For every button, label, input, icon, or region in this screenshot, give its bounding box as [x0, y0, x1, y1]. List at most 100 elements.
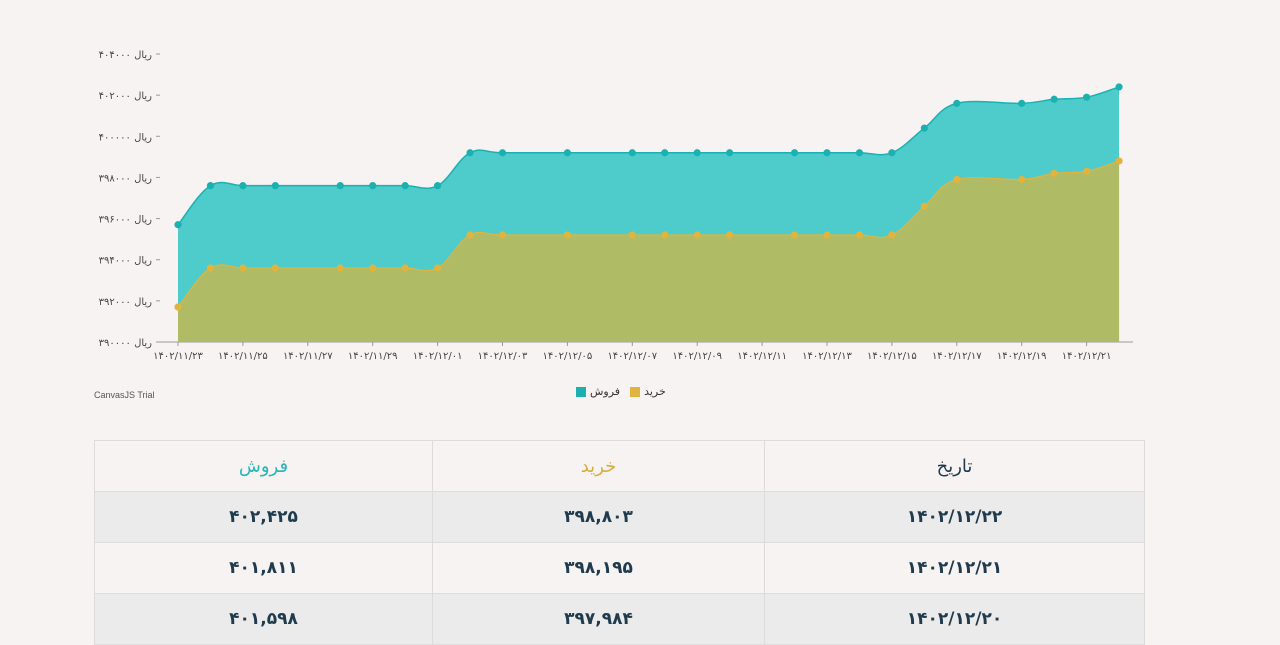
data-point-sell: [239, 182, 247, 190]
x-tick-label: ۱۴۰۲/۱۲/۱۵: [867, 351, 917, 362]
data-point-sell: [336, 182, 344, 190]
data-point-sell: [174, 221, 182, 229]
x-tick-label: ۱۴۰۲/۱۲/۰۳: [478, 351, 528, 362]
y-tick-label: ۴۰۰۰۰۰ ریال: [99, 132, 153, 143]
x-tick-label: ۱۴۰۲/۱۲/۱۱: [737, 351, 787, 362]
data-point-buy: [726, 231, 734, 239]
data-point-buy: [888, 231, 896, 239]
data-point-sell: [271, 182, 279, 190]
x-tick-label: ۱۴۰۲/۱۲/۰۷: [607, 351, 657, 362]
cell-date: ۱۴۰۲/۱۲/۲۰: [764, 593, 1145, 645]
x-tick-label: ۱۴۰۲/۱۲/۱۳: [802, 351, 852, 362]
data-point-buy: [434, 264, 442, 272]
x-tick-label: ۱۴۰۲/۱۲/۰۱: [413, 351, 463, 362]
data-point-buy: [563, 231, 572, 239]
legend-label-sell: فروش: [590, 385, 621, 398]
x-tick-label: ۱۴۰۲/۱۱/۲۷: [283, 351, 333, 362]
x-tick-label: ۱۴۰۲/۱۲/۰۹: [672, 351, 722, 362]
y-tick-label: ۳۹۰۰۰۰ ریال: [99, 338, 153, 349]
y-tick-label: ۳۹۸۰۰۰ ریال: [99, 173, 153, 184]
data-point-sell: [1050, 95, 1058, 103]
x-tick-label: ۱۴۰۲/۱۲/۲۱: [1062, 351, 1112, 362]
data-point-sell: [1018, 99, 1026, 107]
series-area-buy: [178, 160, 1120, 342]
data-point-sell: [434, 182, 442, 190]
data-point-buy: [661, 231, 669, 239]
data-point-sell: [920, 124, 928, 132]
data-point-buy: [953, 175, 961, 184]
legend-swatch-sell: [576, 386, 586, 397]
price-table: فروش خرید تاریخ ۴۰۲,۴۲۵ ۳۹۸,۸۰۳ ۱۴۰۲/۱۲/…: [94, 440, 1145, 645]
x-tick-label: ۱۴۰۲/۱۱/۲۹: [348, 351, 398, 362]
data-point-buy: [239, 264, 247, 272]
header-sell: فروش: [94, 440, 433, 492]
y-tick-label: ۳۹۶۰۰۰ ریال: [99, 215, 153, 226]
y-tick-label: ۳۹۴۰۰۰ ریال: [99, 256, 153, 267]
table-row: ۴۰۱,۵۹۸ ۳۹۷,۹۸۴ ۱۴۰۲/۱۲/۲۰: [94, 593, 1145, 645]
y-tick-label: ۴۰۴۰۰۰ ریال: [99, 50, 153, 61]
data-point-sell: [1115, 83, 1123, 91]
legend-label-buy: خرید: [644, 385, 666, 398]
table-row: ۴۰۱,۸۱۱ ۳۹۸,۱۹۵ ۱۴۰۲/۱۲/۲۱: [94, 542, 1145, 594]
x-tick-label: ۱۴۰۲/۱۱/۲۵: [218, 351, 268, 362]
data-point-buy: [628, 231, 636, 239]
data-point-sell: [466, 149, 474, 157]
data-point-buy: [855, 231, 864, 239]
data-point-sell: [369, 182, 377, 190]
x-tick-label: ۱۴۰۲/۱۲/۱۷: [932, 351, 982, 362]
data-point-buy: [920, 202, 928, 210]
data-point-sell: [855, 149, 864, 157]
data-point-buy: [790, 231, 799, 239]
data-point-buy: [1083, 167, 1091, 175]
data-point-sell: [953, 99, 961, 107]
data-point-sell: [888, 149, 896, 157]
data-point-buy: [369, 264, 377, 272]
cell-buy: ۳۹۸,۸۰۳: [432, 491, 765, 543]
data-point-sell: [628, 149, 636, 157]
x-tick-label: ۱۴۰۲/۱۲/۰۵: [543, 351, 593, 362]
cell-sell: ۴۰۲,۴۲۵: [94, 491, 433, 543]
cell-buy: ۳۹۸,۱۹۵: [432, 542, 765, 594]
x-tick-label: ۱۴۰۲/۱۲/۱۹: [997, 351, 1047, 362]
y-tick-label: ۳۹۲۰۰۰ ریال: [99, 297, 153, 308]
data-point-buy: [206, 264, 215, 272]
data-point-sell: [726, 149, 734, 157]
cell-date: ۱۴۰۲/۱۲/۲۲: [764, 491, 1145, 543]
data-point-sell: [401, 182, 409, 190]
header-date: تاریخ: [764, 440, 1145, 492]
table-header-row: فروش خرید تاریخ: [94, 440, 1145, 492]
chart-legend: فروش خرید: [576, 385, 666, 398]
x-tick-label: ۱۴۰۲/۱۱/۲۳: [153, 351, 203, 362]
data-point-buy: [336, 264, 344, 272]
data-point-buy: [401, 264, 409, 272]
y-tick-label: ۴۰۲۰۰۰ ریال: [99, 91, 153, 102]
data-point-sell: [823, 149, 831, 157]
data-point-buy: [1018, 175, 1026, 184]
legend-item-sell[interactable]: فروش: [576, 385, 620, 398]
data-point-buy: [1115, 157, 1123, 165]
cell-sell: ۴۰۱,۵۹۸: [94, 593, 433, 645]
cell-date: ۱۴۰۲/۱۲/۲۱: [764, 542, 1145, 594]
data-point-buy: [823, 231, 831, 239]
data-point-sell: [1083, 93, 1091, 101]
cell-buy: ۳۹۷,۹۸۴: [432, 593, 765, 645]
data-point-buy: [693, 231, 701, 239]
header-buy: خرید: [432, 440, 765, 492]
area-chart-svg: ۴۰۴۰۰۰ ریال ۴۰۲۰۰۰ ریال ۴۰۰۰۰۰ ریال ۳۹۸۰۰۰ …: [99, 50, 1133, 362]
price-chart: ۴۰۴۰۰۰ ریال ۴۰۲۰۰۰ ریال ۴۰۰۰۰۰ ریال ۳۹۸۰۰۰ …: [94, 50, 1133, 400]
data-point-sell: [498, 149, 507, 157]
legend-swatch-buy: [630, 386, 641, 397]
data-point-buy: [271, 264, 279, 272]
chart-trial-watermark: CanvasJS Trial: [94, 390, 155, 400]
table-row: ۴۰۲,۴۲۵ ۳۹۸,۸۰۳ ۱۴۰۲/۱۲/۲۲: [94, 491, 1145, 543]
cell-sell: ۴۰۱,۸۱۱: [94, 542, 433, 594]
data-point-sell: [563, 149, 572, 157]
data-point-sell: [661, 149, 669, 157]
data-point-sell: [693, 149, 701, 157]
data-point-sell: [206, 182, 215, 190]
data-point-buy: [174, 303, 182, 311]
data-point-buy: [498, 231, 507, 239]
data-point-sell: [790, 149, 799, 157]
data-point-buy: [466, 231, 474, 239]
legend-item-buy[interactable]: خرید: [630, 385, 666, 398]
